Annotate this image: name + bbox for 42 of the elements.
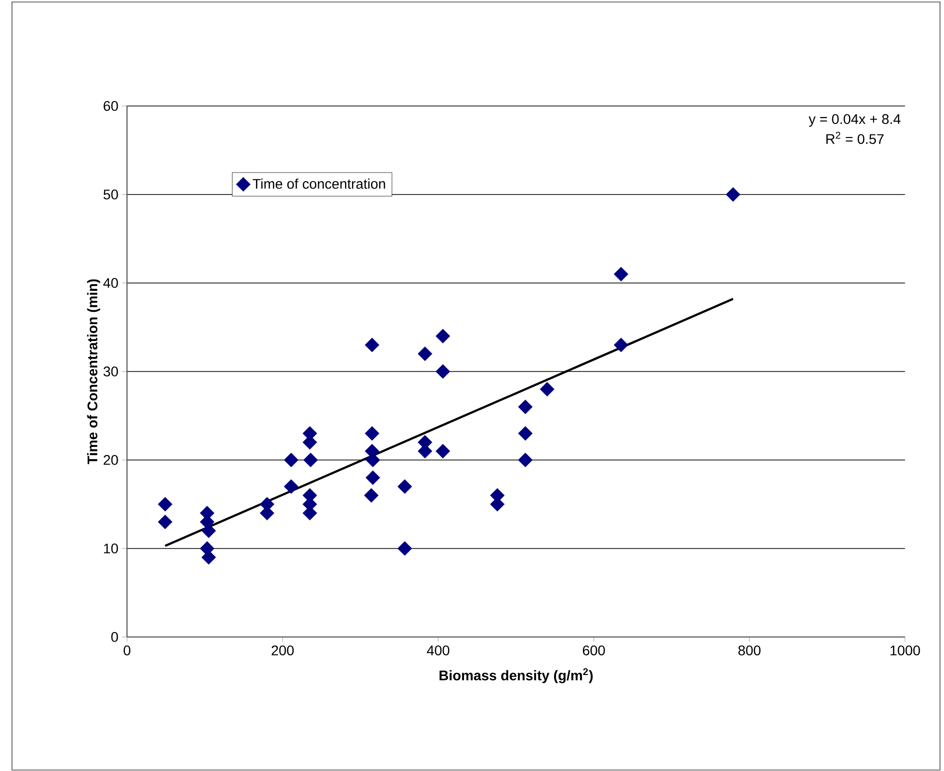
x-tick-label: 800 [738,645,761,656]
point [303,452,318,468]
y-tick-label: 0 [111,632,118,642]
y-tick-label: 60 [104,101,118,111]
point [158,514,172,530]
point [418,346,432,362]
y-tick-label: 40 [103,278,118,288]
point [436,364,450,379]
point [364,426,380,441]
legend-label: Time of concentration [252,178,386,189]
x-tick-label: 400 [426,645,450,656]
point [364,488,379,503]
point [397,541,412,556]
point [614,338,628,352]
x-tick-label: 200 [272,645,294,656]
annotation: y = 0.04x + 8.4 [808,114,900,127]
point [284,452,298,468]
y-tick-label: 10 [104,544,118,554]
point [518,452,533,468]
point [158,496,172,512]
point [436,328,450,344]
point [518,426,533,441]
point [366,470,380,485]
annotation: R$^{2}$ = 0.57 [826,132,884,144]
point [540,382,554,396]
point [364,338,380,352]
y-tick-label: 30 [104,366,118,376]
point [614,266,628,282]
x-axis-title: Biomass density (g/m$^{2}$) [440,668,593,684]
point [436,444,450,458]
y-axis-title: Time of Concentration (min) [87,279,100,464]
point [201,524,216,538]
point [284,479,298,494]
x-tick-label: 600 [582,645,605,656]
x-tick-label: 0 [124,645,130,656]
point [518,400,533,414]
y-tick-label: 50 [104,190,118,200]
point [397,479,412,494]
y-tick-label: 20 [104,455,118,465]
point [726,187,740,202]
x-tick-label: 1000 [890,645,920,656]
point [201,550,216,565]
